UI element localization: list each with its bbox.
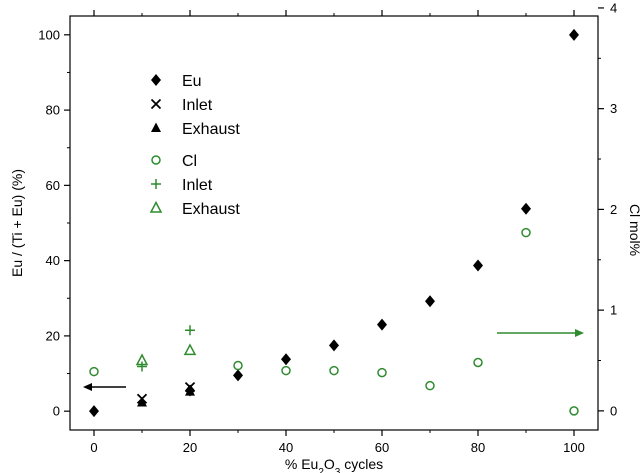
axis-arrows: [83, 329, 584, 391]
legend-label: Inlet: [182, 97, 213, 114]
x-tick-label: 100: [563, 440, 585, 455]
axis-ticks: 0 20 40 60 80 100 0 20 40 60 80 100 0 1 2 3 4: [38, 0, 617, 455]
data-point: [89, 405, 99, 418]
legend-marker: [151, 179, 161, 189]
data-point: [137, 361, 147, 372]
y2-tick-label: 1: [610, 303, 617, 318]
y-tick-label: 60: [46, 178, 60, 193]
data-point: [569, 28, 579, 41]
legend-marker: [151, 155, 161, 165]
data-point: [377, 367, 387, 378]
data-point: [425, 295, 435, 308]
plot-frame: [69, 15, 599, 431]
data-point: [329, 339, 339, 352]
x-tick-label: 80: [471, 440, 485, 455]
y2-tick-label: 3: [610, 101, 617, 116]
y-axis-label: Eu / (Ti + Eu) (%): [9, 169, 25, 277]
x-tick-label: 0: [90, 440, 97, 455]
y-tick-label: 100: [38, 27, 60, 42]
data-point: [137, 397, 147, 407]
data-point: [521, 202, 531, 215]
data-point: [473, 357, 483, 368]
data-marks: [89, 28, 579, 418]
y-tick-label: 80: [46, 103, 60, 118]
x-tick-label: 40: [279, 440, 293, 455]
y2-tick-label: 4: [610, 0, 617, 15]
data-point: [473, 259, 483, 272]
data-point: [185, 325, 195, 336]
legend-label: Exhaust: [182, 201, 240, 218]
legend-label: Cl: [182, 153, 197, 170]
data-point: [185, 386, 195, 396]
legend-label: Eu: [182, 73, 202, 90]
x-tick-label: 60: [375, 440, 389, 455]
data-point: [233, 369, 243, 382]
legend-marker: [150, 98, 162, 110]
y2-tick-label: 0: [610, 403, 617, 418]
right-axis-arrowhead: [575, 329, 584, 337]
left-axis-arrowhead: [83, 383, 92, 391]
data-point: [281, 353, 291, 366]
data-point: [281, 365, 291, 376]
x-axis-label: % Eu2O3 cycles: [285, 456, 383, 473]
y2-tick-label: 2: [610, 202, 617, 217]
legend-marker: [151, 122, 161, 132]
legend: Eu Inlet Exhaust Cl Inlet Exhaust: [149, 73, 240, 218]
legend-label: Exhaust: [182, 121, 240, 138]
y-tick-label: 40: [46, 253, 60, 268]
y-tick-label: 0: [53, 404, 60, 419]
data-point: [569, 406, 579, 416]
data-point: [425, 380, 435, 391]
data-point: [329, 365, 339, 376]
y2-axis-label: Cl mol%: [627, 204, 643, 256]
data-point: [89, 366, 99, 377]
legend-label: Inlet: [182, 177, 213, 194]
x-tick-label: 20: [183, 440, 197, 455]
data-point: [233, 360, 243, 371]
data-point: [183, 343, 197, 356]
data-point: [377, 318, 387, 331]
data-point: [135, 353, 149, 366]
legend-marker: [151, 74, 161, 86]
legend-marker: [149, 200, 163, 213]
y-tick-label: 20: [46, 328, 60, 343]
data-point: [521, 227, 531, 238]
